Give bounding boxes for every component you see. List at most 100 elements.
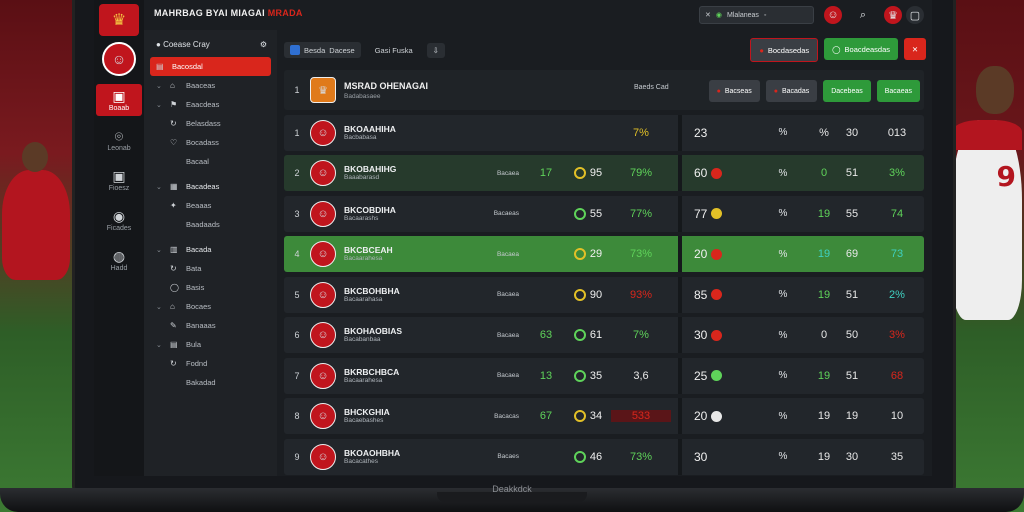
- player-avatar: ☺: [310, 200, 336, 227]
- rail-item[interactable]: ▣ Fioesz: [96, 164, 142, 196]
- player-position: Bacaea: [496, 169, 519, 177]
- sidebar-item-icon: ▤: [156, 62, 164, 71]
- table-row[interactable]: 7 ☺ BKRBCHBCA Bacaarahesa Bacaea 13 35 3,…: [284, 357, 924, 394]
- page-title: MAHRBAG BYAI MIAGAI MRADA: [154, 8, 303, 18]
- rail-item[interactable]: ◉ Ficades: [96, 204, 142, 236]
- table-row[interactable]: 8 ☺ BHCKGHIA Bacaebashes Bacacas 67 34 53…: [284, 398, 924, 434]
- primary-action-button[interactable]: ◯ Boacdeasdas: [824, 38, 898, 60]
- sidebar-item[interactable]: ⌄ ⚑ Eaacdeas: [156, 100, 220, 109]
- stat-r2: %: [778, 167, 788, 179]
- player-name: BKOAOHBHA Bacacathes: [344, 447, 401, 465]
- table-row[interactable]: 5 ☺ BKCBOHBHA Bacaarahasa Bacaea 90 93% 8…: [284, 276, 924, 313]
- avatar[interactable]: ☺: [102, 42, 136, 76]
- player-position: Bacacas: [494, 412, 519, 420]
- stat-r2: %: [778, 410, 788, 422]
- sidebar-item-icon: ↻: [170, 359, 177, 368]
- sidebar-item[interactable]: ↻ Belasdass: [170, 119, 221, 128]
- stat-c2: 90: [565, 288, 611, 301]
- stat-r5: 68: [890, 369, 904, 382]
- sidebar-item[interactable]: ⌄ ▦ Bacadeas: [156, 182, 220, 191]
- player-name: BKCBCEAH Bacaarahesa: [344, 245, 393, 263]
- close-icon[interactable]: ✕: [705, 12, 711, 19]
- player-left-image: [2, 142, 70, 280]
- status-dot: [711, 289, 723, 300]
- stat-c3: 7%: [633, 329, 649, 341]
- sidebar-header: ● Coease Cray ⚙: [156, 40, 267, 49]
- status-dot: [711, 248, 723, 260]
- tab-secondary[interactable]: Gasi Fuska: [374, 45, 413, 55]
- stat-r3: 19: [817, 410, 831, 422]
- stat-r5: 74: [890, 207, 904, 220]
- player-position: Bacaes: [497, 453, 519, 460]
- sidebar-item[interactable]: ✦ Beaaas: [170, 201, 212, 210]
- header-button[interactable]: Dacebeas: [823, 80, 871, 102]
- laptop-brand-label: Deakkdck: [492, 484, 532, 494]
- sidebar-item[interactable]: ↻ Fodnd: [170, 359, 208, 368]
- rail-item[interactable]: ◍ Hadd: [96, 244, 142, 276]
- status-ring: [573, 369, 586, 382]
- tab-icon: [290, 45, 300, 55]
- stat-r3: 19: [817, 450, 831, 463]
- dropdown-icon[interactable]: ◦: [763, 11, 767, 19]
- table-row[interactable]: 2 ☺ BKOBAHIHG Baaabarasd Bacaea 17 95 79%…: [284, 155, 924, 191]
- player-avatar: ☺: [310, 281, 336, 308]
- sidebar-item[interactable]: ♡ Bocadass: [170, 138, 219, 147]
- sidebar-item[interactable]: Bacaal: [186, 157, 209, 166]
- sidebar-item[interactable]: ✎ Banaaas: [170, 321, 216, 330]
- rail-item-home[interactable]: ▣ Boaab: [96, 84, 142, 116]
- close-button[interactable]: ✕: [904, 38, 926, 60]
- window-icon[interactable]: ▢: [906, 6, 924, 24]
- stat-r2: %: [778, 127, 788, 138]
- stat-r4: 30: [845, 450, 859, 463]
- club-logo-icon[interactable]: ♛: [99, 4, 139, 36]
- laptop-notch: [437, 492, 587, 502]
- player-avatar: ☺: [310, 119, 336, 146]
- stat-c1: 17: [539, 167, 553, 179]
- settings-icon[interactable]: ⚙: [259, 40, 267, 49]
- header-button[interactable]: ● Bacseas: [708, 80, 760, 102]
- table-row[interactable]: 1 ☺ BKOAAHIHA Bacbabasa 7% 23 % % 30 013: [284, 114, 924, 151]
- search-input[interactable]: ✕ ◉ Mlalaneas ◦: [699, 6, 814, 24]
- sidebar-item-icon: ▤: [170, 340, 178, 349]
- tab-icon-button[interactable]: ⇩: [426, 42, 445, 58]
- sidebar-item-icon: ✎: [170, 321, 177, 330]
- status-dot: [711, 410, 723, 422]
- sidebar-item-icon: ↻: [170, 264, 177, 273]
- stat-r4: 30: [845, 126, 859, 139]
- player-table: 1 ♛ MSRAD OHENAGAI Badabasaee Baeds Cad ●…: [284, 70, 924, 476]
- club-badge-icon[interactable]: ♛: [884, 6, 902, 24]
- sidebar-item[interactable]: ⌄ ⌂ Bocaes: [156, 302, 212, 311]
- sidebar-item[interactable]: ⌄ ⌂ Baaceas: [156, 81, 216, 90]
- search-icon[interactable]: ⌕: [859, 8, 867, 21]
- table-row[interactable]: 6 ☺ BKOHAOBIAS Bacabanbaa Bacaea 63 61 7%…: [284, 317, 924, 353]
- status-dot: [711, 167, 723, 179]
- sidebar-item[interactable]: ⌄ ▥ Bacada: [156, 245, 212, 254]
- action-button[interactable]: ● Bocdasedas: [750, 38, 819, 62]
- header-button[interactable]: Bacaeas: [876, 80, 920, 102]
- status-ring: [573, 167, 586, 179]
- avatar[interactable]: ☺: [824, 6, 842, 24]
- left-rail: ♛ ☺ ▣ Boaab ⌾ Leonab ▣ Fioesz ◉ Ficades ◍ Hadd: [94, 0, 144, 476]
- sidebar-item[interactable]: ◯ Basis: [170, 283, 205, 292]
- sidebar-item-icon: ▥: [170, 245, 178, 254]
- player-name: BHCKGHIA Bacaebashes: [344, 407, 390, 425]
- stat-c2: 61: [565, 329, 611, 341]
- sidebar-item[interactable]: Baadaads: [186, 220, 220, 229]
- table-row[interactable]: 3 ☺ BKCOBDIHA Bacaarashs Bacaeas 55 77% 7…: [284, 195, 924, 232]
- sidebar-item[interactable]: ⌄ ▤ Bula: [156, 340, 202, 349]
- player-position: Bacaea: [496, 250, 519, 258]
- stat-c2: 29: [565, 248, 611, 260]
- status-dot: [711, 370, 723, 381]
- header-button[interactable]: ● Bacadas: [765, 80, 818, 102]
- sidebar-item[interactable]: ▤ Bacosdal: [150, 57, 271, 76]
- table-row[interactable]: 9 ☺ BKOAOHBHA Bacacathes Bacaes 46 73% 30…: [284, 438, 924, 475]
- rail-item[interactable]: ⌾ Leonab: [96, 124, 142, 156]
- table-row[interactable]: 4 ☺ BKCBCEAH Bacaarahesa Bacaea 29 73% 20…: [284, 236, 924, 272]
- player-avatar: ☺: [310, 362, 336, 389]
- player-avatar: ☺: [310, 160, 336, 186]
- tab-primary[interactable]: Besda Dacese: [284, 42, 361, 58]
- sidebar-item[interactable]: Bakadad: [186, 378, 216, 387]
- stat-c3: 3,6: [633, 369, 649, 382]
- sidebar-item[interactable]: ↻ Bata: [170, 264, 202, 273]
- stat-r3: %: [819, 126, 829, 139]
